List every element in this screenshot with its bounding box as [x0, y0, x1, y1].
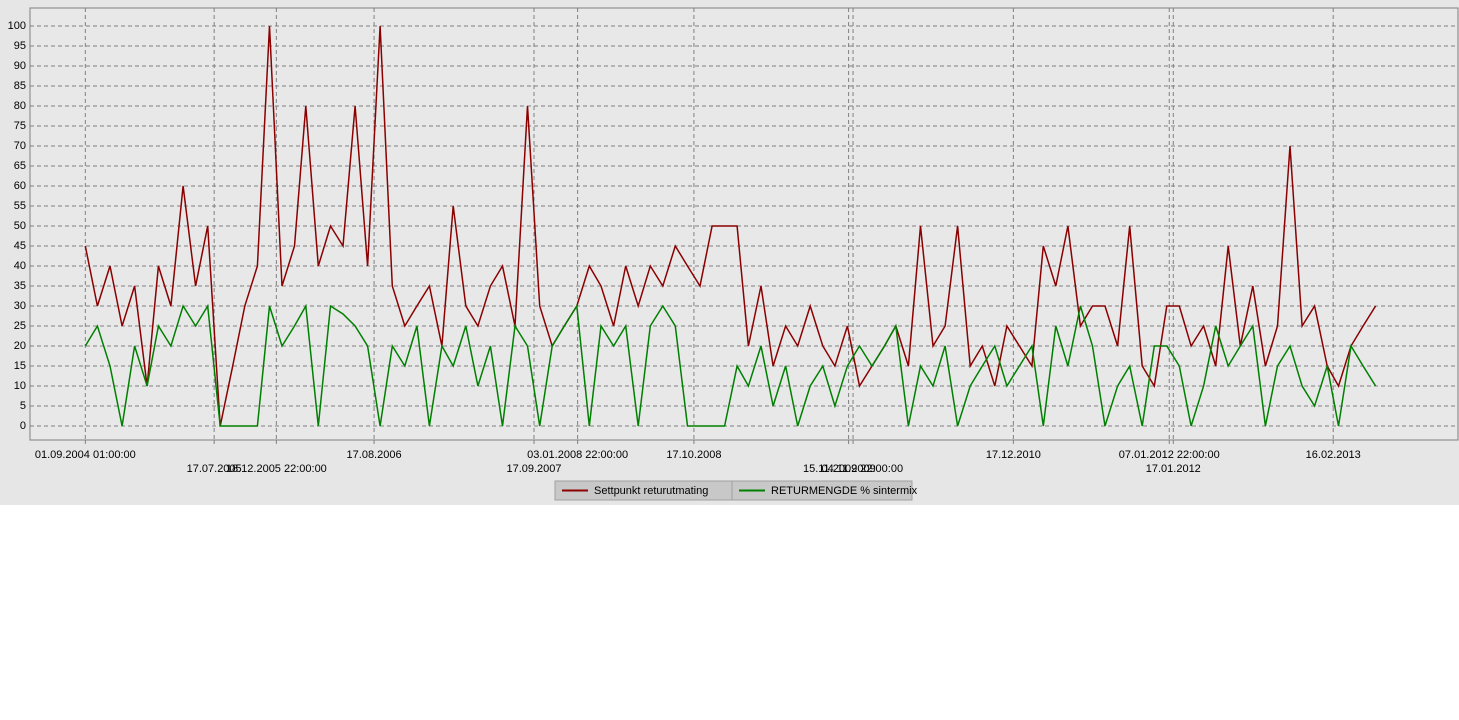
x-tick-label: 17.01.2012 [1146, 463, 1201, 475]
y-tick-label: 85 [14, 80, 26, 92]
y-tick-label: 20 [14, 340, 26, 352]
plot-area [29, 7, 1459, 441]
y-tick-label: 70 [14, 140, 26, 152]
y-tick-label: 75 [14, 120, 26, 132]
legend-label: Settpunkt returutmating [594, 485, 708, 497]
y-tick-label: 15 [14, 360, 26, 372]
y-tick-label: 50 [14, 220, 26, 232]
y-tick-label: 60 [14, 180, 26, 192]
x-tick-label: 17.07.2005 [187, 463, 242, 475]
x-tick-label: 03.01.2008 22:00:00 [527, 449, 628, 461]
series-line [84, 303, 1377, 427]
y-tick-label: 10 [14, 380, 26, 392]
y-tick-label: 5 [20, 400, 26, 412]
y-tick-label: 65 [14, 160, 26, 172]
x-tick-label: 07.01.2012 22:00:00 [1119, 449, 1220, 461]
x-tick-label: 17.09.2007 [506, 463, 561, 475]
x-tick-label: 17.10.2008 [666, 449, 721, 461]
y-tick-label: 30 [14, 300, 26, 312]
y-tick-label: 0 [20, 420, 26, 432]
x-tick-label: 04.11.2009 [821, 463, 875, 475]
y-tick-label: 90 [14, 60, 26, 72]
y-tick-label: 100 [8, 20, 26, 32]
y-tick-label: 45 [14, 240, 26, 252]
y-tick-label: 80 [14, 100, 26, 112]
y-tick-label: 55 [14, 200, 26, 212]
x-tick-label: 16.02.2013 [1306, 449, 1361, 461]
x-tick-label: 17.12.2010 [986, 449, 1041, 461]
y-tick-label: 95 [14, 40, 26, 52]
x-tick-label: 15.11.2009 22:00:00 [803, 463, 903, 475]
x-tick-label: 01.09.2004 01:00:00 [35, 449, 136, 461]
x-tick-label: 17.08.2006 [347, 449, 402, 461]
y-tick-label: 35 [14, 280, 26, 292]
y-tick-label: 25 [14, 320, 26, 332]
legend [554, 480, 913, 501]
y-tick-label: 40 [14, 260, 26, 272]
x-tick-label: 18.12.2005 22:00:00 [226, 463, 327, 475]
legend-label: RETURMENGDE % sintermix [771, 485, 918, 497]
